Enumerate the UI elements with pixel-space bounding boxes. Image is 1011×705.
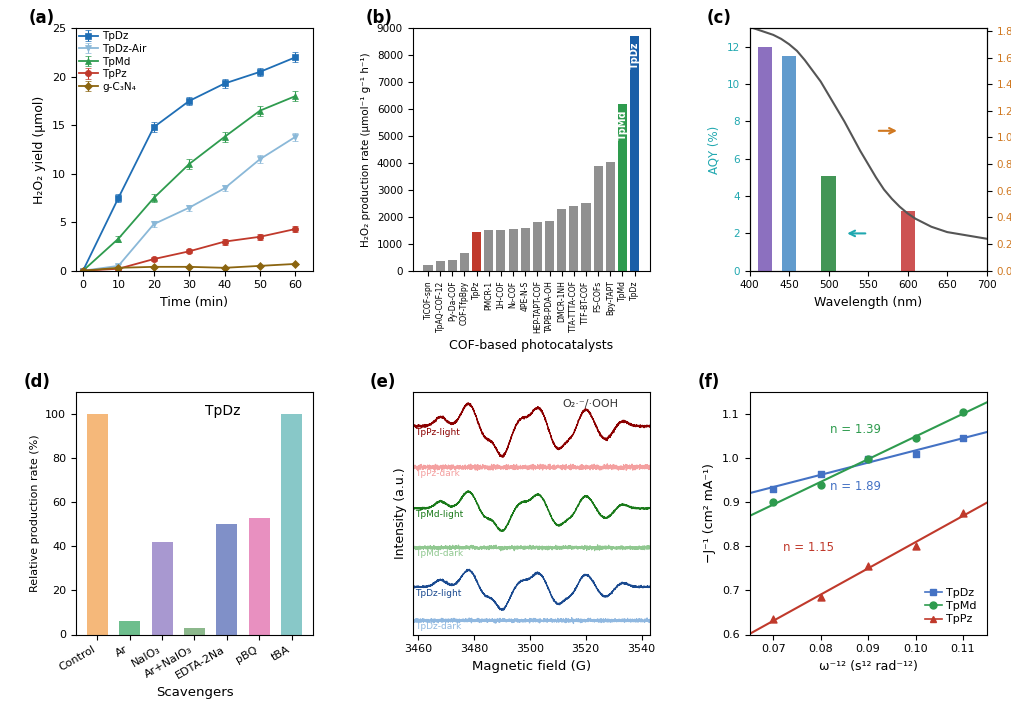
Bar	[249, 517, 270, 634]
X-axis label: Magnetic field (G): Magnetic field (G)	[471, 660, 590, 673]
X-axis label: COF-based photocatalysts: COF-based photocatalysts	[449, 339, 613, 352]
Bar	[495, 231, 504, 271]
X-axis label: ω⁻¹² (s¹² rad⁻¹²): ω⁻¹² (s¹² rad⁻¹²)	[818, 660, 917, 673]
Text: n = 1.89: n = 1.89	[829, 480, 881, 493]
Bar	[483, 231, 492, 271]
Bar	[557, 209, 566, 271]
Bar	[87, 414, 107, 634]
Y-axis label: H₂O₂ yield (μmol): H₂O₂ yield (μmol)	[33, 95, 47, 204]
Bar	[821, 176, 835, 271]
X-axis label: Time (min): Time (min)	[161, 296, 228, 309]
Text: TpMd: TpMd	[617, 109, 627, 140]
Point	[954, 432, 971, 443]
Bar	[533, 222, 542, 271]
Point	[907, 541, 923, 552]
Bar	[569, 206, 578, 271]
Bar	[618, 104, 627, 271]
Bar	[423, 265, 432, 271]
Bar	[459, 253, 468, 271]
Text: TpDz: TpDz	[629, 42, 639, 69]
Bar	[630, 36, 639, 271]
Point	[812, 591, 828, 603]
Text: n = 1.39: n = 1.39	[829, 422, 881, 436]
Bar	[581, 203, 590, 271]
Bar	[435, 262, 444, 271]
Text: TpDz: TpDz	[205, 404, 241, 418]
Y-axis label: Intensity (a.u.): Intensity (a.u.)	[393, 467, 406, 559]
Point	[954, 406, 971, 417]
Bar	[900, 211, 914, 271]
Bar	[593, 166, 603, 271]
Text: TpDz-light: TpDz-light	[416, 589, 461, 598]
Point	[764, 496, 780, 508]
Bar	[471, 232, 480, 271]
Y-axis label: −J⁻¹ (cm² mA⁻¹): −J⁻¹ (cm² mA⁻¹)	[703, 463, 716, 563]
Text: (a): (a)	[28, 9, 55, 27]
Legend: TpDz, TpDz-Air, TpMd, TpPz, g-C₃N₄: TpDz, TpDz-Air, TpMd, TpPz, g-C₃N₄	[79, 31, 147, 92]
Text: n = 1.15: n = 1.15	[782, 541, 833, 553]
Bar	[281, 414, 302, 634]
Point	[764, 613, 780, 625]
Y-axis label: Relative production rate (%): Relative production rate (%)	[29, 434, 39, 592]
Bar	[184, 628, 205, 634]
Legend: TpDz, TpMd, TpPz: TpDz, TpMd, TpPz	[920, 584, 981, 629]
Point	[764, 484, 780, 495]
Text: TpMd-dark: TpMd-dark	[416, 549, 463, 558]
Point	[859, 453, 876, 465]
Bar	[757, 47, 771, 271]
Bar	[119, 621, 141, 634]
Point	[907, 433, 923, 444]
Text: O₂·⁻/·OOH: O₂·⁻/·OOH	[562, 399, 618, 410]
Y-axis label: AQY (%): AQY (%)	[708, 125, 720, 173]
Text: (b): (b)	[365, 9, 391, 27]
Text: (f): (f)	[697, 373, 719, 391]
Text: TpMd-light: TpMd-light	[416, 510, 463, 520]
Point	[859, 560, 876, 572]
Text: TpDz-dark: TpDz-dark	[416, 623, 461, 632]
Text: (d): (d)	[23, 373, 51, 391]
Text: (c): (c)	[706, 9, 731, 27]
Text: TpPz-light: TpPz-light	[416, 428, 460, 437]
Point	[859, 453, 876, 465]
Bar	[520, 228, 529, 271]
Bar	[216, 525, 238, 634]
X-axis label: Scavengers: Scavengers	[156, 686, 234, 699]
Point	[954, 508, 971, 519]
Text: TpPz-dark: TpPz-dark	[416, 469, 460, 478]
Point	[812, 468, 828, 479]
Bar	[152, 542, 173, 634]
X-axis label: Wavelength (nm): Wavelength (nm)	[813, 296, 921, 309]
Bar	[782, 56, 796, 271]
Point	[907, 448, 923, 460]
Bar	[447, 260, 456, 271]
Text: (e): (e)	[370, 373, 396, 391]
Bar	[545, 221, 554, 271]
Bar	[508, 229, 517, 271]
Y-axis label: H₂O₂ production rate (μmol⁻¹ g⁻¹ h⁻¹): H₂O₂ production rate (μmol⁻¹ g⁻¹ h⁻¹)	[361, 52, 371, 247]
Point	[812, 479, 828, 490]
Bar	[606, 161, 615, 271]
